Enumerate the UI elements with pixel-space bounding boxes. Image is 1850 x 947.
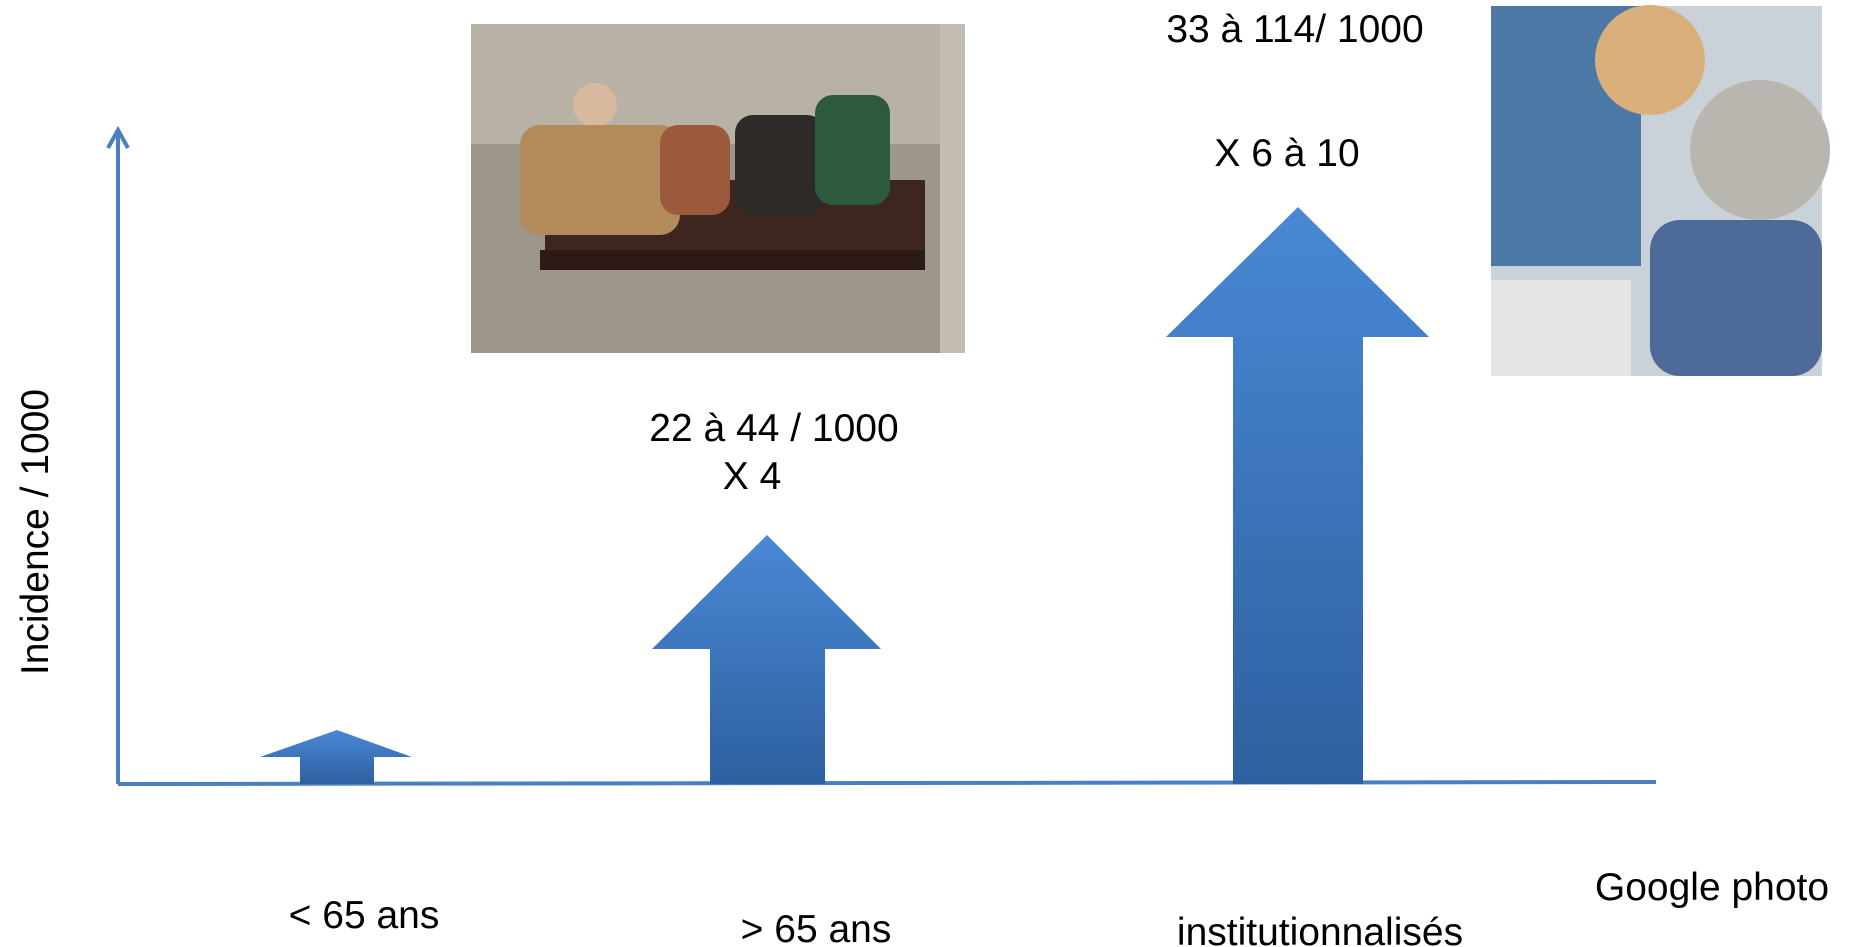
annotation: 33 à 114/ 1000 bbox=[1166, 8, 1423, 51]
category-label: < 65 ans bbox=[289, 894, 440, 937]
factor: X 4 bbox=[723, 455, 782, 498]
arrow-large bbox=[1166, 207, 1429, 784]
photo-bench bbox=[471, 24, 965, 353]
x-axis bbox=[117, 780, 1657, 786]
credit: Google photo bbox=[1595, 866, 1829, 909]
factor: X 6 à 10 bbox=[1214, 132, 1359, 175]
category-label: > 65 ans bbox=[741, 908, 892, 947]
y-axis-head bbox=[106, 125, 130, 149]
photo-care bbox=[1491, 5, 1830, 376]
arrow-small bbox=[260, 730, 412, 784]
annotation: 22 à 44 / 1000 bbox=[649, 407, 898, 450]
category-label: institutionnalisés bbox=[1177, 911, 1463, 947]
arrow-medium bbox=[652, 535, 881, 784]
y-axis-label: Incidence / 1000 bbox=[14, 389, 57, 675]
